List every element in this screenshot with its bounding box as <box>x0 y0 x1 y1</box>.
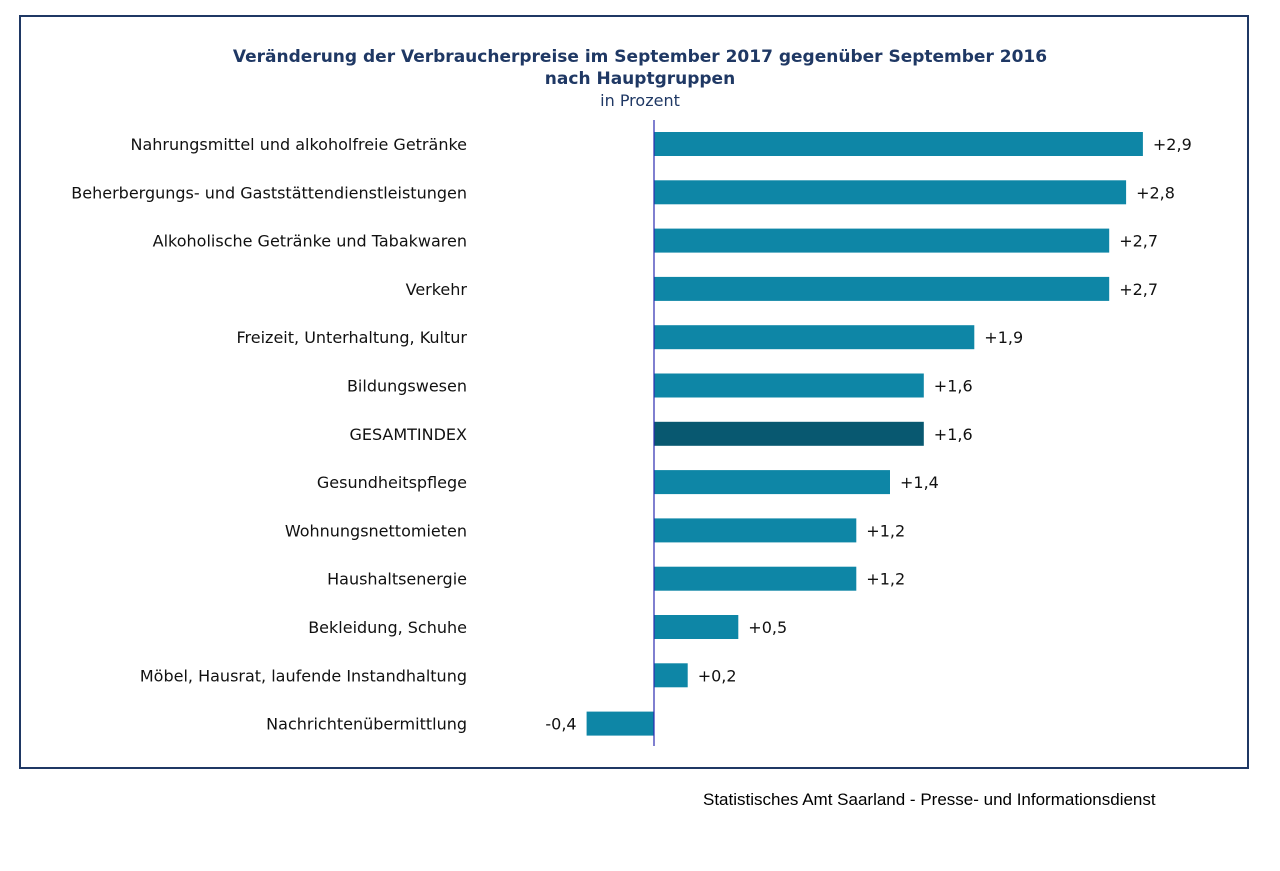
value-label-10: +0,5 <box>748 618 787 637</box>
source-note: Statistisches Amt Saarland - Presse- und… <box>703 790 1156 809</box>
chart-subtitle: in Prozent <box>600 91 680 110</box>
category-label-12: Nachrichtenübermittlung <box>266 715 467 734</box>
value-label-0: +2,9 <box>1153 135 1192 154</box>
category-label-4: Freizeit, Unterhaltung, Kultur <box>237 328 468 347</box>
category-label-10: Bekleidung, Schuhe <box>308 618 467 637</box>
bar-6 <box>654 421 924 446</box>
bar-0 <box>654 132 1143 156</box>
value-label-2: +2,7 <box>1119 232 1158 251</box>
bar-10 <box>654 615 739 639</box>
bar-11 <box>654 663 688 688</box>
chart-title-line-2: nach Hauptgruppen <box>545 69 735 89</box>
chart-frame: Veränderung der Verbraucherpreise im Sep… <box>19 15 1249 769</box>
category-label-6: GESAMTINDEX <box>349 425 467 444</box>
bar-12 <box>586 711 654 736</box>
value-label-6: +1,6 <box>934 425 973 444</box>
category-label-2: Alkoholische Getränke und Tabakwaren <box>153 232 467 251</box>
value-label-11: +0,2 <box>698 666 737 685</box>
category-label-5: Bildungswesen <box>347 377 467 396</box>
category-label-0: Nahrungsmittel und alkoholfreie Getränke <box>130 135 467 154</box>
category-label-3: Verkehr <box>406 280 468 299</box>
bar-2 <box>654 228 1110 253</box>
bar-1 <box>654 180 1127 205</box>
category-label-9: Haushaltsenergie <box>327 570 467 589</box>
category-label-1: Beherbergungs- und Gaststättendienstleis… <box>71 183 467 202</box>
value-label-7: +1,4 <box>900 473 939 492</box>
bar-5 <box>654 373 924 398</box>
category-label-8: Wohnungsnettomieten <box>285 521 467 540</box>
value-label-1: +2,8 <box>1136 183 1175 202</box>
bar-3 <box>654 276 1110 301</box>
value-label-4: +1,9 <box>984 328 1023 347</box>
bar-7 <box>654 470 890 495</box>
category-label-11: Möbel, Hausrat, laufende Instandhaltung <box>140 666 467 685</box>
value-label-5: +1,6 <box>934 377 973 396</box>
value-label-12: -0,4 <box>545 715 576 734</box>
bar-8 <box>654 518 857 543</box>
value-label-9: +1,2 <box>866 570 905 589</box>
value-label-3: +2,7 <box>1119 280 1158 299</box>
category-label-7: Gesundheitspflege <box>317 473 467 492</box>
bar-9 <box>654 566 857 591</box>
chart-title-line-1: Veränderung der Verbraucherpreise im Sep… <box>233 47 1047 67</box>
bar-chart: Veränderung der Verbraucherpreise im Sep… <box>71 47 1192 746</box>
value-label-8: +1,2 <box>866 521 905 540</box>
bar-4 <box>654 325 975 350</box>
